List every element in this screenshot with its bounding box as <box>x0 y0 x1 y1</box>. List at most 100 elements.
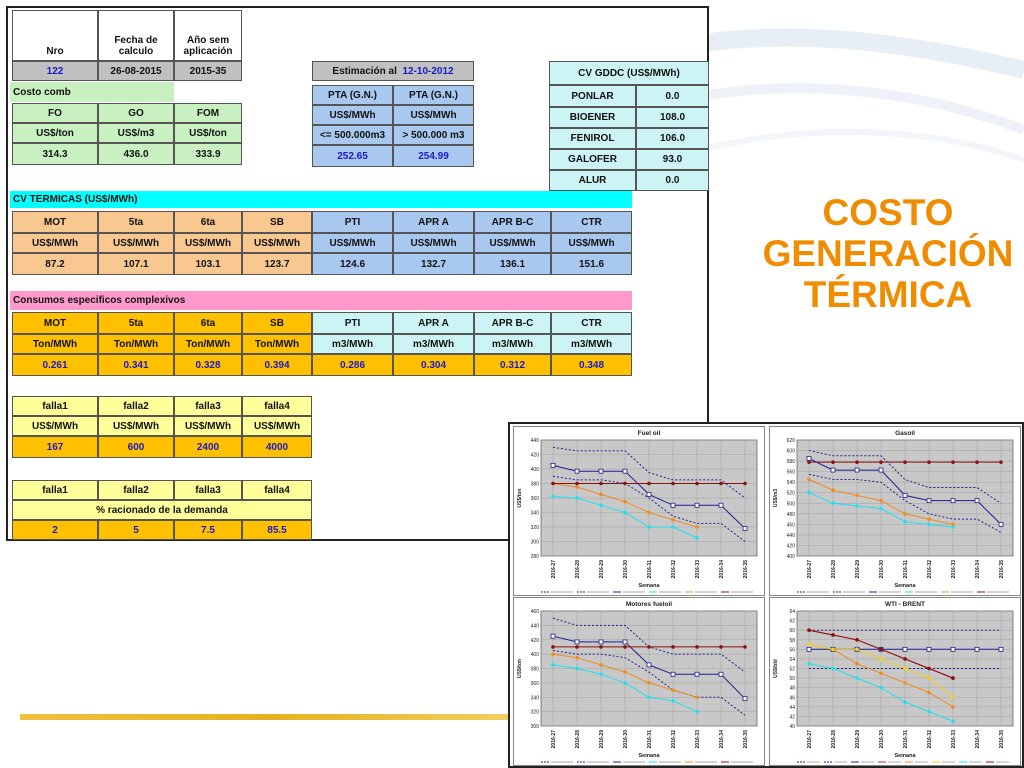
falla-costos-header-0: falla1 <box>12 396 98 416</box>
data-point <box>807 642 811 647</box>
falla-costos-unit-1: US$/MWh <box>98 416 174 436</box>
data-point <box>694 502 700 508</box>
falla-costos-value-3: 4000 <box>242 436 312 458</box>
y-tick-label: 46 <box>789 695 795 701</box>
falla-costos-value-2: 2400 <box>174 436 242 458</box>
cv-termicas-unit-5: US$/MWh <box>393 233 474 253</box>
falla-costos-value-1: 600 <box>98 436 174 458</box>
data-point <box>647 695 651 700</box>
cv-termicas-title: CV TERMICAS (US$/MWh) <box>10 191 632 208</box>
cv-gddc-name-3: GALOFER <box>549 149 636 170</box>
x-tick-label: 2016-30 <box>623 560 629 579</box>
consumos-unit-7: m3/MWh <box>551 334 632 354</box>
y-tick-label: 400 <box>531 652 540 658</box>
chart-title: Motores fueloil <box>626 601 672 608</box>
data-point <box>551 481 555 486</box>
y-tick-label: 540 <box>787 480 796 486</box>
data-point <box>647 525 651 529</box>
data-point <box>807 628 811 632</box>
x-tick-label: 2016-34 <box>975 560 981 579</box>
x-tick-label: 2016-27 <box>807 560 813 579</box>
data-point <box>575 485 579 489</box>
x-tick-label: 2016-30 <box>879 560 885 579</box>
series-line <box>552 475 746 542</box>
y-tick-label: 560 <box>787 470 796 476</box>
data-point <box>695 709 699 714</box>
data-point <box>879 657 883 661</box>
data-point <box>551 494 555 499</box>
falla-racionado-header-2: falla3 <box>174 480 242 500</box>
x-tick-label: 2016-30 <box>623 730 629 749</box>
x-tick-label: 2016-35 <box>743 730 749 749</box>
data-point <box>999 460 1003 464</box>
data-point <box>926 646 932 652</box>
consumos-unit-3: Ton/MWh <box>242 334 312 354</box>
x-tick-label: 2016-32 <box>671 730 677 749</box>
consumos-header-3: SB <box>242 312 312 334</box>
data-point <box>855 504 859 508</box>
data-point <box>974 498 980 504</box>
cv-gddc-value-0: 0.0 <box>636 85 709 107</box>
cv-gddc-name-1: BIOENER <box>549 107 636 128</box>
costo-comb-unit-fo: US$/ton <box>12 123 98 143</box>
cv-gddc-name-0: PONLAR <box>549 85 636 107</box>
costo-comb-header-fom: FOM <box>174 103 242 123</box>
falla-costos-unit-2: US$/MWh <box>174 416 242 436</box>
cv-termicas-unit-7: US$/MWh <box>551 233 632 253</box>
data-point <box>927 676 931 680</box>
y-tick-label: 52 <box>789 667 795 673</box>
data-point <box>743 481 747 486</box>
cv-gddc-value-2: 106.0 <box>636 128 709 149</box>
data-point <box>879 460 883 464</box>
data-point <box>951 695 955 700</box>
wti-brent-chart: WTI - BRENT 40 42 44 46 48 50 52 54 56 58 60 62 64 201… <box>769 597 1021 766</box>
data-point <box>854 467 860 473</box>
consumos-value-0: 0.261 <box>12 354 98 376</box>
data-point <box>926 498 932 504</box>
cv-termicas-header-3: SB <box>242 211 312 233</box>
data-point <box>831 501 835 506</box>
cv-termicas-header-2: 6ta <box>174 211 242 233</box>
y-tick-label: 60 <box>789 628 795 634</box>
data-point <box>950 646 956 652</box>
y-tick-label: 320 <box>531 710 540 716</box>
cv-gddc-name-2: FENIROL <box>549 128 636 149</box>
pta-value-2: 254.99 <box>393 145 474 167</box>
data-point <box>927 522 931 527</box>
x-tick-label: 2016-27 <box>807 730 813 749</box>
consumos-unit-5: m3/MWh <box>393 334 474 354</box>
data-point <box>599 492 603 497</box>
series-line <box>552 650 746 716</box>
data-point <box>879 506 883 511</box>
x-tick-label: 2016-33 <box>695 560 701 579</box>
consumos-unit-6: m3/MWh <box>474 334 551 354</box>
data-point <box>855 661 859 666</box>
falla-racionado-value-1: 5 <box>98 520 174 540</box>
data-point <box>551 645 555 649</box>
x-axis-label: Semana <box>638 753 660 759</box>
consumos-header-5: APR A <box>393 312 474 334</box>
consumos-value-5: 0.304 <box>393 354 474 376</box>
data-point <box>927 517 931 521</box>
consumos-value-1: 0.341 <box>98 354 174 376</box>
cv-gddc-value-1: 108.0 <box>636 107 709 128</box>
data-point <box>646 491 652 497</box>
data-point <box>575 645 579 649</box>
data-point <box>647 645 651 649</box>
data-point <box>998 521 1004 527</box>
y-axis-label: US$/m3 <box>773 489 779 508</box>
x-tick-label: 2016-34 <box>719 730 725 749</box>
data-point <box>831 633 835 637</box>
x-tick-label: 2016-28 <box>831 730 837 749</box>
data-point <box>575 496 579 500</box>
series-line <box>552 446 746 499</box>
cv-termicas-value-0: 87.2 <box>12 253 98 275</box>
pta-range-2: > 500.000 m3 <box>393 125 474 145</box>
header-anio-label: Año sem aplicación <box>174 10 242 61</box>
data-point <box>902 492 908 498</box>
data-point <box>879 498 883 503</box>
x-tick-label: 2016-29 <box>855 560 861 579</box>
falla-costos-header-2: falla3 <box>174 396 242 416</box>
estimacion-header: Estimación al 12-10-2012 <box>312 61 474 81</box>
data-point <box>902 646 908 652</box>
